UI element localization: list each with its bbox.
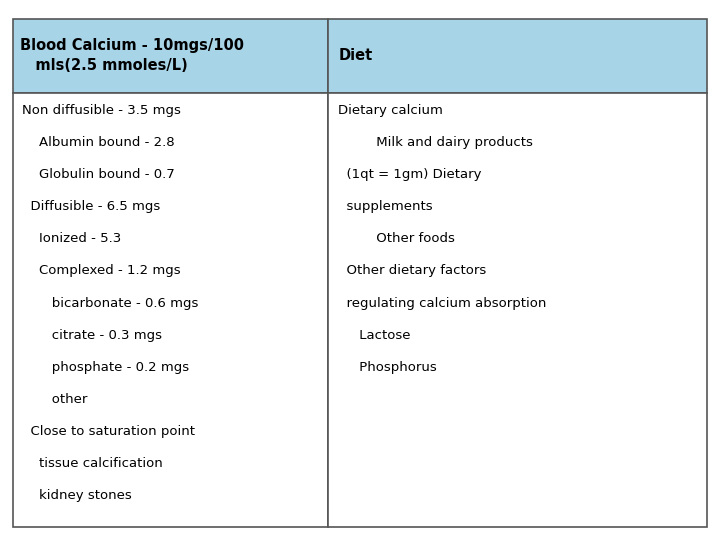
Text: regulating calcium absorption: regulating calcium absorption [338,296,546,309]
Text: Ionized - 5.3: Ionized - 5.3 [22,232,121,245]
FancyBboxPatch shape [328,19,707,92]
Text: Blood Calcium - 10mgs/100
   mls(2.5 mmoles/L): Blood Calcium - 10mgs/100 mls(2.5 mmoles… [20,38,244,73]
Text: (1qt = 1gm) Dietary: (1qt = 1gm) Dietary [338,168,482,181]
Text: bicarbonate - 0.6 mgs: bicarbonate - 0.6 mgs [22,296,198,309]
Text: citrate - 0.3 mgs: citrate - 0.3 mgs [22,329,161,342]
Text: Other dietary factors: Other dietary factors [338,265,487,278]
Text: Dietary calcium: Dietary calcium [338,104,444,117]
Text: Lactose: Lactose [338,329,411,342]
Text: Phosphorus: Phosphorus [338,361,437,374]
FancyBboxPatch shape [13,19,328,92]
Text: Complexed - 1.2 mgs: Complexed - 1.2 mgs [22,265,180,278]
Text: Milk and dairy products: Milk and dairy products [338,136,534,149]
Text: Globulin bound - 0.7: Globulin bound - 0.7 [22,168,174,181]
Text: Diffusible - 6.5 mgs: Diffusible - 6.5 mgs [22,200,160,213]
Text: supplements: supplements [338,200,433,213]
Text: kidney stones: kidney stones [22,489,131,502]
Text: Albumin bound - 2.8: Albumin bound - 2.8 [22,136,174,149]
Text: Non diffusible - 3.5 mgs: Non diffusible - 3.5 mgs [22,104,181,117]
Text: phosphate - 0.2 mgs: phosphate - 0.2 mgs [22,361,189,374]
Text: Diet: Diet [338,48,373,63]
Text: tissue calcification: tissue calcification [22,457,162,470]
Text: Close to saturation point: Close to saturation point [22,425,194,438]
FancyBboxPatch shape [328,92,707,526]
Text: other: other [22,393,87,406]
Text: Other foods: Other foods [338,232,455,245]
FancyBboxPatch shape [13,92,328,526]
